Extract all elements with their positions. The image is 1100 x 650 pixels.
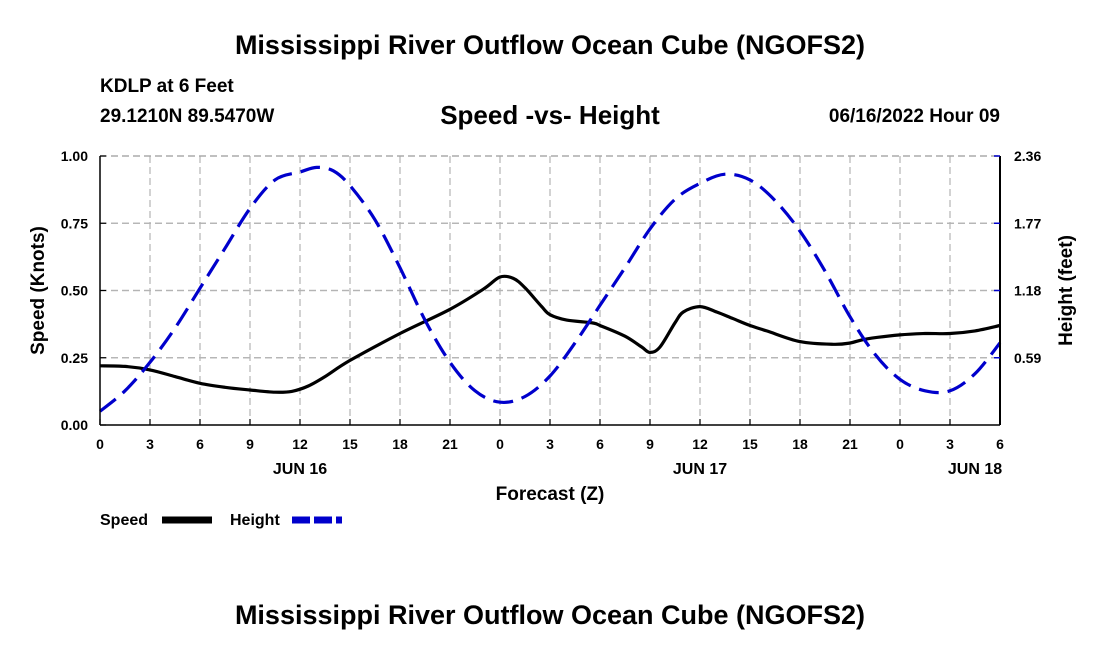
station-coordinates: 29.1210N 89.5470W [100,106,275,127]
x-tick-label: 0 [96,436,104,452]
x-tick-label: 3 [146,436,154,452]
chart-subtitle: Speed -vs- Height [440,100,660,130]
y-axis-title: Speed (Knots) [28,226,49,355]
date-label: JUN 16 [273,461,327,478]
x-tick-label: 3 [946,436,954,452]
x-tick-label: 21 [842,436,858,452]
y-tick-label: 0.25 [61,350,88,366]
legend: Speed Height [100,512,342,529]
axis-layer: 0 3 6 9 12 15 18 21 0 3 6 9 12 15 18 21 0 3 6 JUN 16 JUN 17 J… [28,148,1077,505]
x-tick-label: 0 [496,436,504,452]
date-label: JUN 18 [948,461,1002,478]
x-tick-label: 3 [546,436,554,452]
x-tick-label: 6 [996,436,1004,452]
x-tick-label: 6 [196,436,204,452]
x-tick-label: 12 [692,436,708,452]
speed-series-line [99,274,1001,394]
legend-speed-label: Speed [100,512,148,529]
forecast-run-time: 06/16/2022 Hour 09 [828,106,1000,127]
grid-layer [100,155,1000,425]
x-tick-label: 15 [742,436,758,452]
y-tick-label: 0.75 [61,215,88,231]
y2-tick-label: 1.18 [1014,283,1041,299]
date-label: JUN 17 [673,461,727,478]
x-tick-label: 6 [596,436,604,452]
x-tick-label: 9 [246,436,254,452]
y2-tick-label: 2.36 [1014,148,1041,164]
x-tick-label: 21 [442,436,458,452]
x-tick-label: 9 [646,436,654,452]
y-tick-label: 0.50 [61,283,88,299]
height-series-line [98,165,1002,413]
y-tick-label: 0.00 [61,417,88,433]
legend-height-label: Height [230,512,280,529]
x-tick-label: 0 [896,436,904,452]
station-name: KDLP at 6 Feet [100,76,234,97]
chart-main-title: Mississippi River Outflow Ocean Cube (NG… [234,30,866,60]
footer-title: Mississippi River Outflow Ocean Cube (NG… [234,600,866,630]
x-axis-title: Forecast (Z) [496,484,605,505]
y2-tick-label: 0.59 [1014,350,1041,366]
y2-axis-title: Height (feet) [1056,235,1077,346]
x-tick-label: 18 [792,436,808,452]
x-tick-label: 18 [392,436,408,452]
x-tick-label: 15 [342,436,358,452]
y2-tick-label: 1.77 [1014,215,1041,231]
series-layer [98,165,1002,413]
y-tick-label: 1.00 [61,148,88,164]
x-tick-label: 12 [292,436,308,452]
